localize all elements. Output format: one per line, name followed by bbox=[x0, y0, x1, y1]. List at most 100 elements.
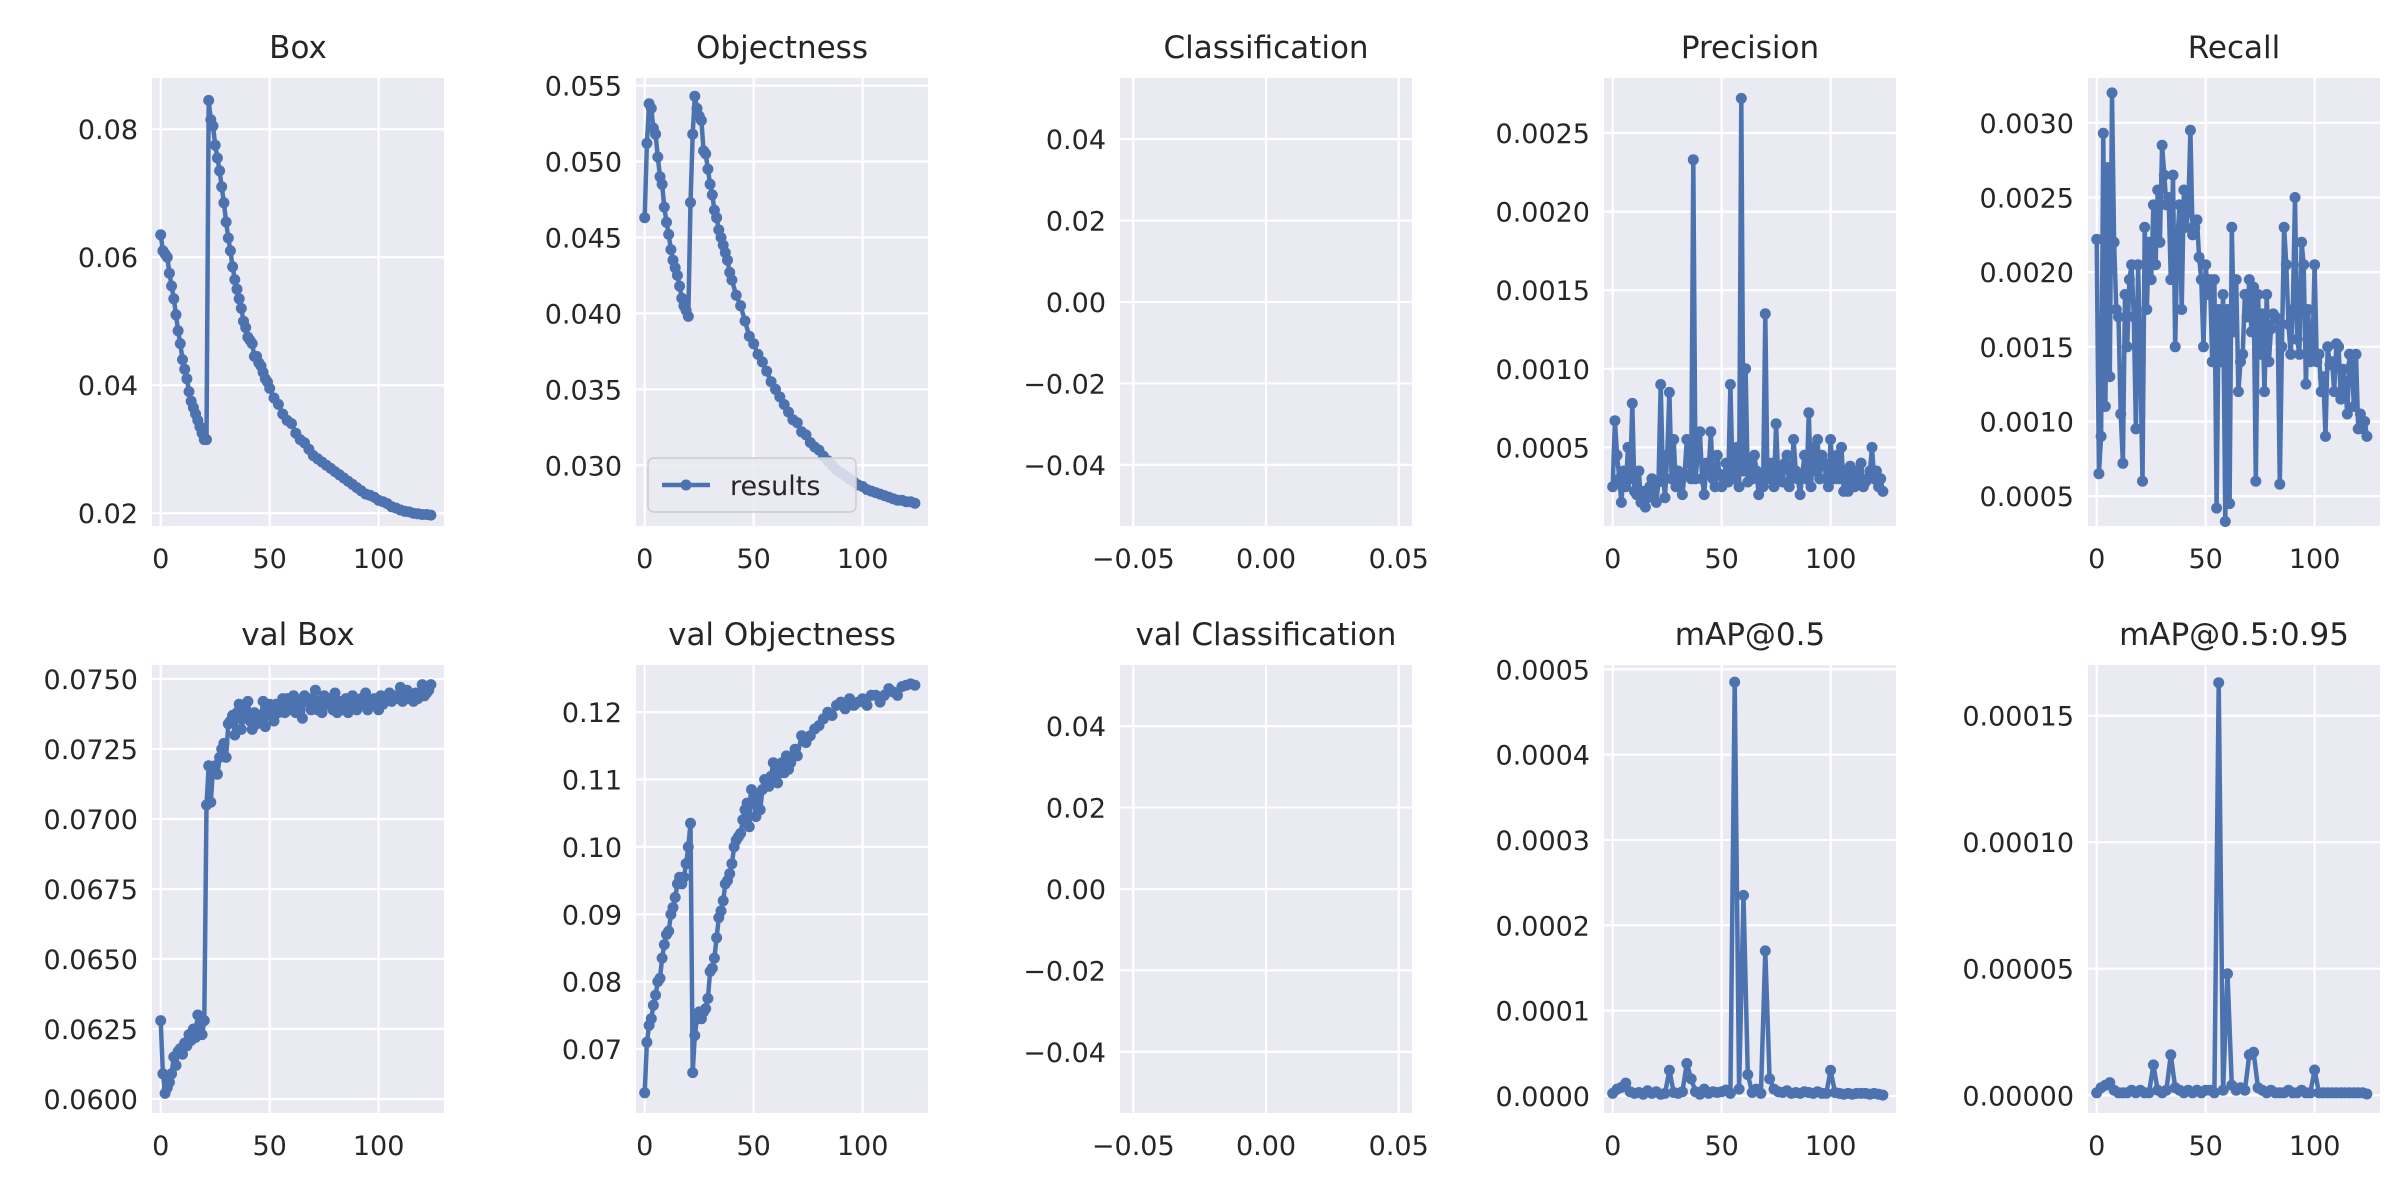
data-point bbox=[909, 679, 921, 691]
data-point bbox=[2346, 359, 2358, 371]
data-point bbox=[1738, 465, 1749, 477]
data-point bbox=[2337, 363, 2349, 375]
data-point bbox=[2276, 341, 2288, 353]
data-point bbox=[240, 704, 252, 716]
y-tick-label: 0.0020 bbox=[1496, 198, 1590, 229]
data-point bbox=[2224, 498, 2236, 510]
data-point bbox=[163, 1076, 175, 1088]
data-point bbox=[2150, 259, 2162, 271]
y-tick-label: 0.030 bbox=[545, 451, 622, 482]
data-point bbox=[1877, 1089, 1889, 1101]
x-tick-label: 100 bbox=[1805, 1131, 1857, 1162]
data-point bbox=[2256, 308, 2268, 320]
data-point bbox=[1692, 449, 1704, 461]
legend-box bbox=[647, 457, 857, 513]
data-point bbox=[682, 841, 694, 853]
data-point bbox=[2239, 1084, 2251, 1096]
y-tick-label: 0.00 bbox=[1046, 288, 1106, 319]
subplot-precision: 0 50 100 0.0005 0.0010 0.0015 0.0020 0.0025 Prec… bbox=[1496, 30, 1896, 575]
data-point bbox=[1661, 449, 1673, 461]
data-point bbox=[706, 189, 718, 201]
data-point bbox=[2265, 323, 2277, 335]
data-point bbox=[209, 760, 221, 772]
data-point bbox=[763, 780, 775, 792]
y-tick-label: 0.0003 bbox=[1496, 826, 1590, 857]
y-tick-label: 0.12 bbox=[562, 698, 622, 729]
data-point bbox=[218, 737, 230, 749]
x-tick-label: 0.00 bbox=[1236, 1131, 1296, 1162]
data-point bbox=[2350, 348, 2362, 360]
data-point bbox=[1609, 415, 1621, 427]
data-point bbox=[2202, 289, 2214, 300]
data-point bbox=[2248, 1046, 2260, 1058]
y-tick-label: 0.0005 bbox=[1496, 655, 1590, 686]
data-point bbox=[1820, 1087, 1832, 1099]
data-point bbox=[706, 962, 718, 974]
x-tick-label: 100 bbox=[1805, 544, 1857, 575]
plot-area bbox=[152, 78, 444, 526]
legend: results bbox=[647, 457, 857, 513]
data-point bbox=[2200, 259, 2212, 271]
data-point bbox=[196, 1029, 208, 1041]
data-point bbox=[1724, 379, 1736, 390]
data-point bbox=[661, 216, 672, 228]
y-tick-label: 0.0020 bbox=[1980, 258, 2074, 289]
data-point bbox=[183, 386, 195, 398]
data-point bbox=[1633, 465, 1645, 477]
y-tick-label: 0.00 bbox=[1046, 875, 1106, 906]
subplot-val-classification: −0.05 0.00 0.05 −0.04 −0.02 0.00 0.02 0.04 val C… bbox=[1023, 617, 1429, 1162]
data-point bbox=[892, 689, 903, 701]
data-point bbox=[2137, 475, 2148, 487]
y-tick-label: 0.0001 bbox=[1496, 997, 1590, 1028]
data-point bbox=[2165, 274, 2177, 286]
data-point bbox=[2309, 1064, 2321, 1076]
data-point bbox=[2169, 341, 2181, 353]
data-point bbox=[2222, 968, 2233, 980]
data-point bbox=[2239, 289, 2251, 300]
x-tick-label: 100 bbox=[837, 544, 889, 575]
data-point bbox=[1742, 1069, 1754, 1081]
data-point bbox=[329, 687, 341, 699]
data-point bbox=[717, 895, 729, 907]
data-point bbox=[296, 712, 308, 724]
data-point bbox=[2134, 356, 2146, 368]
data-point bbox=[1618, 465, 1630, 477]
data-point bbox=[231, 283, 243, 295]
subplot-val-box: 0 50 100 0.0600 0.0625 0.0650 0.0675 0.0700 0.07… bbox=[44, 617, 444, 1162]
data-point bbox=[826, 710, 838, 721]
data-point bbox=[155, 1015, 167, 1027]
data-point bbox=[2283, 318, 2294, 330]
data-point bbox=[2104, 371, 2116, 383]
x-tick-label: 0.00 bbox=[1236, 544, 1296, 575]
data-point bbox=[656, 952, 668, 964]
y-tick-label: 0.0015 bbox=[1980, 333, 2074, 364]
data-point bbox=[2195, 274, 2207, 286]
data-point bbox=[2165, 1049, 2177, 1061]
data-point bbox=[2198, 341, 2209, 353]
data-point bbox=[652, 151, 664, 163]
data-point bbox=[1650, 496, 1662, 508]
y-tick-label: 0.0600 bbox=[44, 1085, 138, 1116]
data-point bbox=[1733, 1083, 1745, 1095]
subplot-val-objectness: 0 50 100 0.07 0.08 0.09 0.10 0.11 0.12 val Object… bbox=[562, 617, 928, 1162]
data-point bbox=[2272, 314, 2284, 326]
data-point bbox=[647, 999, 659, 1011]
data-point bbox=[2274, 478, 2286, 490]
data-point bbox=[1676, 1086, 1688, 1098]
data-point bbox=[2143, 236, 2155, 248]
data-point bbox=[2250, 475, 2262, 487]
data-point bbox=[1624, 473, 1636, 485]
data-point bbox=[222, 232, 234, 244]
y-tick-label: 0.0650 bbox=[44, 945, 138, 976]
data-point bbox=[726, 274, 738, 286]
data-point bbox=[240, 322, 252, 334]
y-tick-label: 0.07 bbox=[562, 1035, 622, 1066]
data-point bbox=[1657, 465, 1669, 477]
data-point bbox=[2348, 401, 2360, 412]
data-point bbox=[1759, 945, 1771, 957]
data-point bbox=[255, 712, 267, 724]
data-point bbox=[224, 245, 236, 257]
data-point bbox=[682, 310, 694, 322]
x-tick-label: 100 bbox=[2289, 1131, 2341, 1162]
